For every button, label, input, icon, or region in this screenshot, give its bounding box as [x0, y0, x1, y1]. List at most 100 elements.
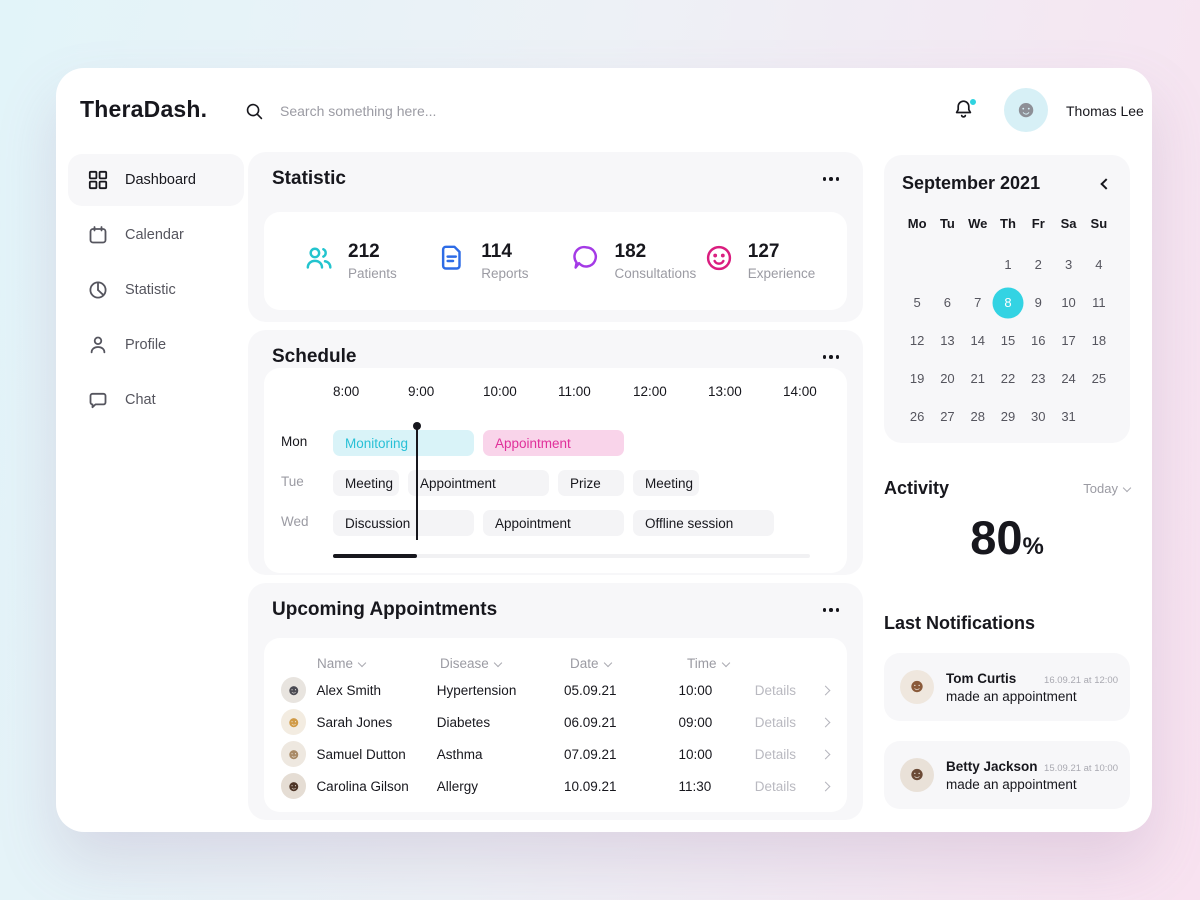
sidebar-nav: Dashboard Calendar Statistic Profile Cha… [68, 154, 244, 429]
calendar-day[interactable]: 13 [940, 333, 955, 348]
details-link[interactable]: Details [755, 747, 831, 762]
schedule-row-mon: Mon Monitoring Appointment [264, 430, 847, 456]
chevron-right-icon [820, 781, 831, 791]
schedule-day-label: Tue [281, 474, 304, 489]
calendar-day[interactable]: 6 [943, 295, 952, 310]
calendar-day[interactable]: 27 [940, 409, 955, 424]
statistic-menu-button[interactable] [819, 173, 844, 185]
notification-card[interactable]: ☻ Betty Jackson 15.09.21 at 10:00 made a… [884, 741, 1130, 809]
calendar-day[interactable]: 21 [970, 371, 985, 386]
schedule-event[interactable]: Prize [558, 470, 624, 496]
calendar-day[interactable]: 19 [909, 371, 925, 386]
calendar-day[interactable]: 20 [940, 371, 955, 386]
time-label: 14:00 [783, 384, 817, 399]
sidebar-item-profile[interactable]: Profile [68, 319, 244, 371]
activity-filter-dropdown[interactable]: Today [1083, 481, 1132, 496]
details-link[interactable]: Details [755, 683, 831, 698]
patient-disease: Allergy [436, 778, 479, 794]
calendar-day[interactable]: 10 [1061, 295, 1076, 310]
calendar-day[interactable]: 5 [913, 295, 921, 310]
calendar-day[interactable]: 9 [1034, 295, 1042, 310]
search-placeholder: Search something here... [280, 103, 437, 119]
sidebar-item-chat[interactable]: Chat [68, 374, 244, 426]
schedule-event[interactable]: Discussion [333, 510, 474, 536]
appointment-time: 09:00 [678, 714, 713, 730]
calendar-day[interactable]: 2 [1034, 257, 1042, 272]
calendar-day[interactable]: 15 [1000, 333, 1016, 348]
stat-label: Experience [747, 265, 816, 281]
appointment-row: ☻ Sarah Jones Diabetes 06.09.21 09:00 De… [281, 706, 831, 738]
schedule-event[interactable]: Appointment [408, 470, 549, 496]
patient-avatar: ☻ [281, 709, 307, 735]
schedule-event[interactable]: Appointment [483, 430, 624, 456]
notification-avatar: ☻ [900, 758, 934, 792]
sidebar-item-label: Statistic [125, 282, 176, 298]
calendar-day[interactable]: 16 [1031, 333, 1046, 348]
stat-label: Reports [481, 265, 529, 281]
notification-card[interactable]: ☻ Tom Curtis 16.09.21 at 12:00 made an a… [884, 653, 1130, 721]
details-link[interactable]: Details [755, 715, 831, 730]
calendar-day[interactable]: 28 [970, 409, 985, 424]
notification-bell-button[interactable] [953, 98, 977, 122]
calendar-day[interactable]: 30 [1031, 409, 1046, 424]
schedule-event[interactable]: Meeting [633, 470, 699, 496]
col-header-disease[interactable]: Disease [440, 656, 570, 671]
appointments-menu-button[interactable] [819, 604, 844, 616]
schedule-scrollbar-thumb[interactable] [333, 554, 417, 558]
statistic-icon [88, 280, 108, 300]
user-avatar[interactable]: ☻ [1004, 88, 1048, 132]
appointment-row: ☻ Carolina Gilson Allergy 10.09.21 11:30… [281, 770, 831, 802]
schedule-menu-button[interactable] [819, 351, 844, 363]
statistic-cards: 212 Patients 114 Reports 182 Consultatio… [264, 212, 847, 310]
notifications-title: Last Notifications [884, 613, 1036, 633]
calendar-day[interactable]: 24 [1061, 371, 1076, 386]
col-header-time[interactable]: Time [687, 656, 765, 671]
calendar-prev-button[interactable] [1100, 177, 1112, 190]
calendar-weekday: We [968, 216, 988, 231]
calendar-day[interactable]: 1 [1004, 257, 1012, 272]
calendar-day[interactable]: 12 [909, 333, 925, 348]
calendar-day-selected[interactable]: 8 [993, 284, 1023, 322]
calendar-day[interactable]: 29 [1000, 409, 1016, 424]
schedule-day-label: Wed [281, 514, 309, 529]
schedule-event[interactable]: Monitoring [333, 430, 474, 456]
notification-text: made an appointment [946, 776, 1077, 792]
calendar-day[interactable]: 11 [1092, 295, 1106, 310]
calendar-day[interactable]: 26 [909, 409, 925, 424]
calendar-day[interactable]: 23 [1031, 371, 1046, 386]
schedule-event[interactable]: Appointment [483, 510, 624, 536]
experience-icon [704, 243, 734, 273]
calendar-day[interactable]: 7 [974, 295, 982, 310]
sidebar-item-dashboard[interactable]: Dashboard [68, 154, 244, 206]
col-header-date[interactable]: Date [570, 656, 687, 671]
col-header-name[interactable]: Name [317, 656, 440, 671]
schedule-row-tue: Tue Meeting Appointment Prize Meeting [264, 470, 847, 496]
schedule-event[interactable]: Offline session [633, 510, 774, 536]
calendar-day[interactable]: 4 [1095, 257, 1103, 272]
calendar-day[interactable]: 18 [1091, 333, 1107, 348]
appointment-row: ☻ Alex Smith Hypertension 05.09.21 10:00… [281, 674, 831, 706]
schedule-row-wed: Wed Discussion Appointment Offline session [264, 510, 847, 536]
search-icon [245, 102, 264, 121]
stat-value: 212 [348, 241, 380, 263]
notification-name: Tom Curtis [946, 670, 1017, 686]
sidebar-item-label: Dashboard [125, 172, 196, 188]
patient-disease: Diabetes [436, 714, 491, 730]
patient-name: Samuel Dutton [316, 746, 406, 762]
appointment-date: 07.09.21 [563, 746, 617, 762]
time-label: 13:00 [708, 384, 742, 399]
calendar-day[interactable]: 3 [1064, 257, 1073, 272]
calendar-day[interactable]: 25 [1091, 371, 1107, 386]
sidebar-item-calendar[interactable]: Calendar [68, 209, 244, 261]
dashboard-window: TheraDash. Search something here... ☻ Th… [56, 68, 1152, 832]
calendar-day[interactable]: 22 [1000, 371, 1016, 386]
calendar-day[interactable]: 17 [1061, 333, 1076, 348]
calendar-day[interactable]: 14 [970, 333, 985, 348]
notification-timestamp: 16.09.21 at 12:00 [1044, 674, 1118, 686]
search-input[interactable]: Search something here... [245, 98, 665, 124]
calendar-day[interactable]: 31 [1061, 409, 1076, 424]
schedule-event[interactable]: Meeting [333, 470, 399, 496]
details-link[interactable]: Details [755, 779, 831, 794]
sidebar-item-statistic[interactable]: Statistic [68, 264, 244, 316]
chat-icon [88, 390, 108, 410]
